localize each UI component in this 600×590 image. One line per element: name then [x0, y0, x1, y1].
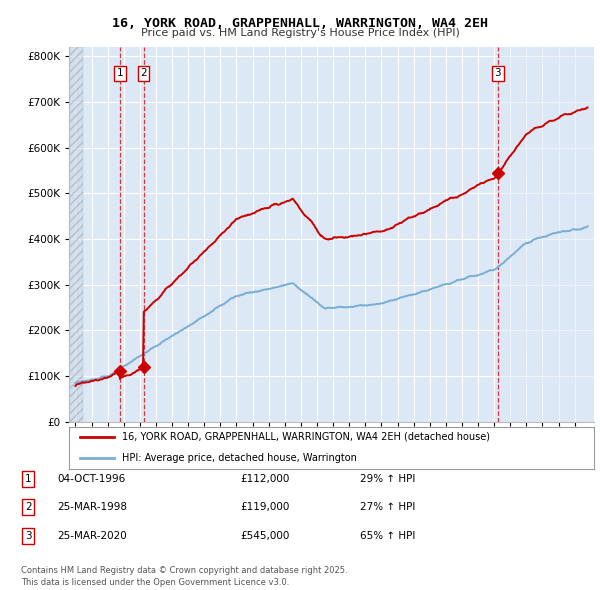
Text: 27% ↑ HPI: 27% ↑ HPI — [360, 503, 415, 512]
Text: 04-OCT-1996: 04-OCT-1996 — [57, 474, 125, 484]
Text: 3: 3 — [25, 531, 32, 540]
Text: 3: 3 — [494, 68, 501, 78]
Text: Contains HM Land Registry data © Crown copyright and database right 2025.
This d: Contains HM Land Registry data © Crown c… — [21, 566, 347, 587]
Text: 65% ↑ HPI: 65% ↑ HPI — [360, 531, 415, 540]
Text: 2: 2 — [25, 503, 32, 512]
Text: £545,000: £545,000 — [240, 531, 289, 540]
Text: 1: 1 — [116, 68, 123, 78]
Text: £119,000: £119,000 — [240, 503, 289, 512]
Text: 16, YORK ROAD, GRAPPENHALL, WARRINGTON, WA4 2EH (detached house): 16, YORK ROAD, GRAPPENHALL, WARRINGTON, … — [121, 432, 490, 442]
Text: 25-MAR-1998: 25-MAR-1998 — [57, 503, 127, 512]
Text: 2: 2 — [140, 68, 147, 78]
Text: 25-MAR-2020: 25-MAR-2020 — [57, 531, 127, 540]
Text: 1: 1 — [25, 474, 32, 484]
Text: HPI: Average price, detached house, Warrington: HPI: Average price, detached house, Warr… — [121, 453, 356, 463]
Text: Price paid vs. HM Land Registry's House Price Index (HPI): Price paid vs. HM Land Registry's House … — [140, 28, 460, 38]
Text: 29% ↑ HPI: 29% ↑ HPI — [360, 474, 415, 484]
Text: £112,000: £112,000 — [240, 474, 289, 484]
Text: 16, YORK ROAD, GRAPPENHALL, WARRINGTON, WA4 2EH: 16, YORK ROAD, GRAPPENHALL, WARRINGTON, … — [112, 17, 488, 30]
Bar — [498, 47, 594, 422]
